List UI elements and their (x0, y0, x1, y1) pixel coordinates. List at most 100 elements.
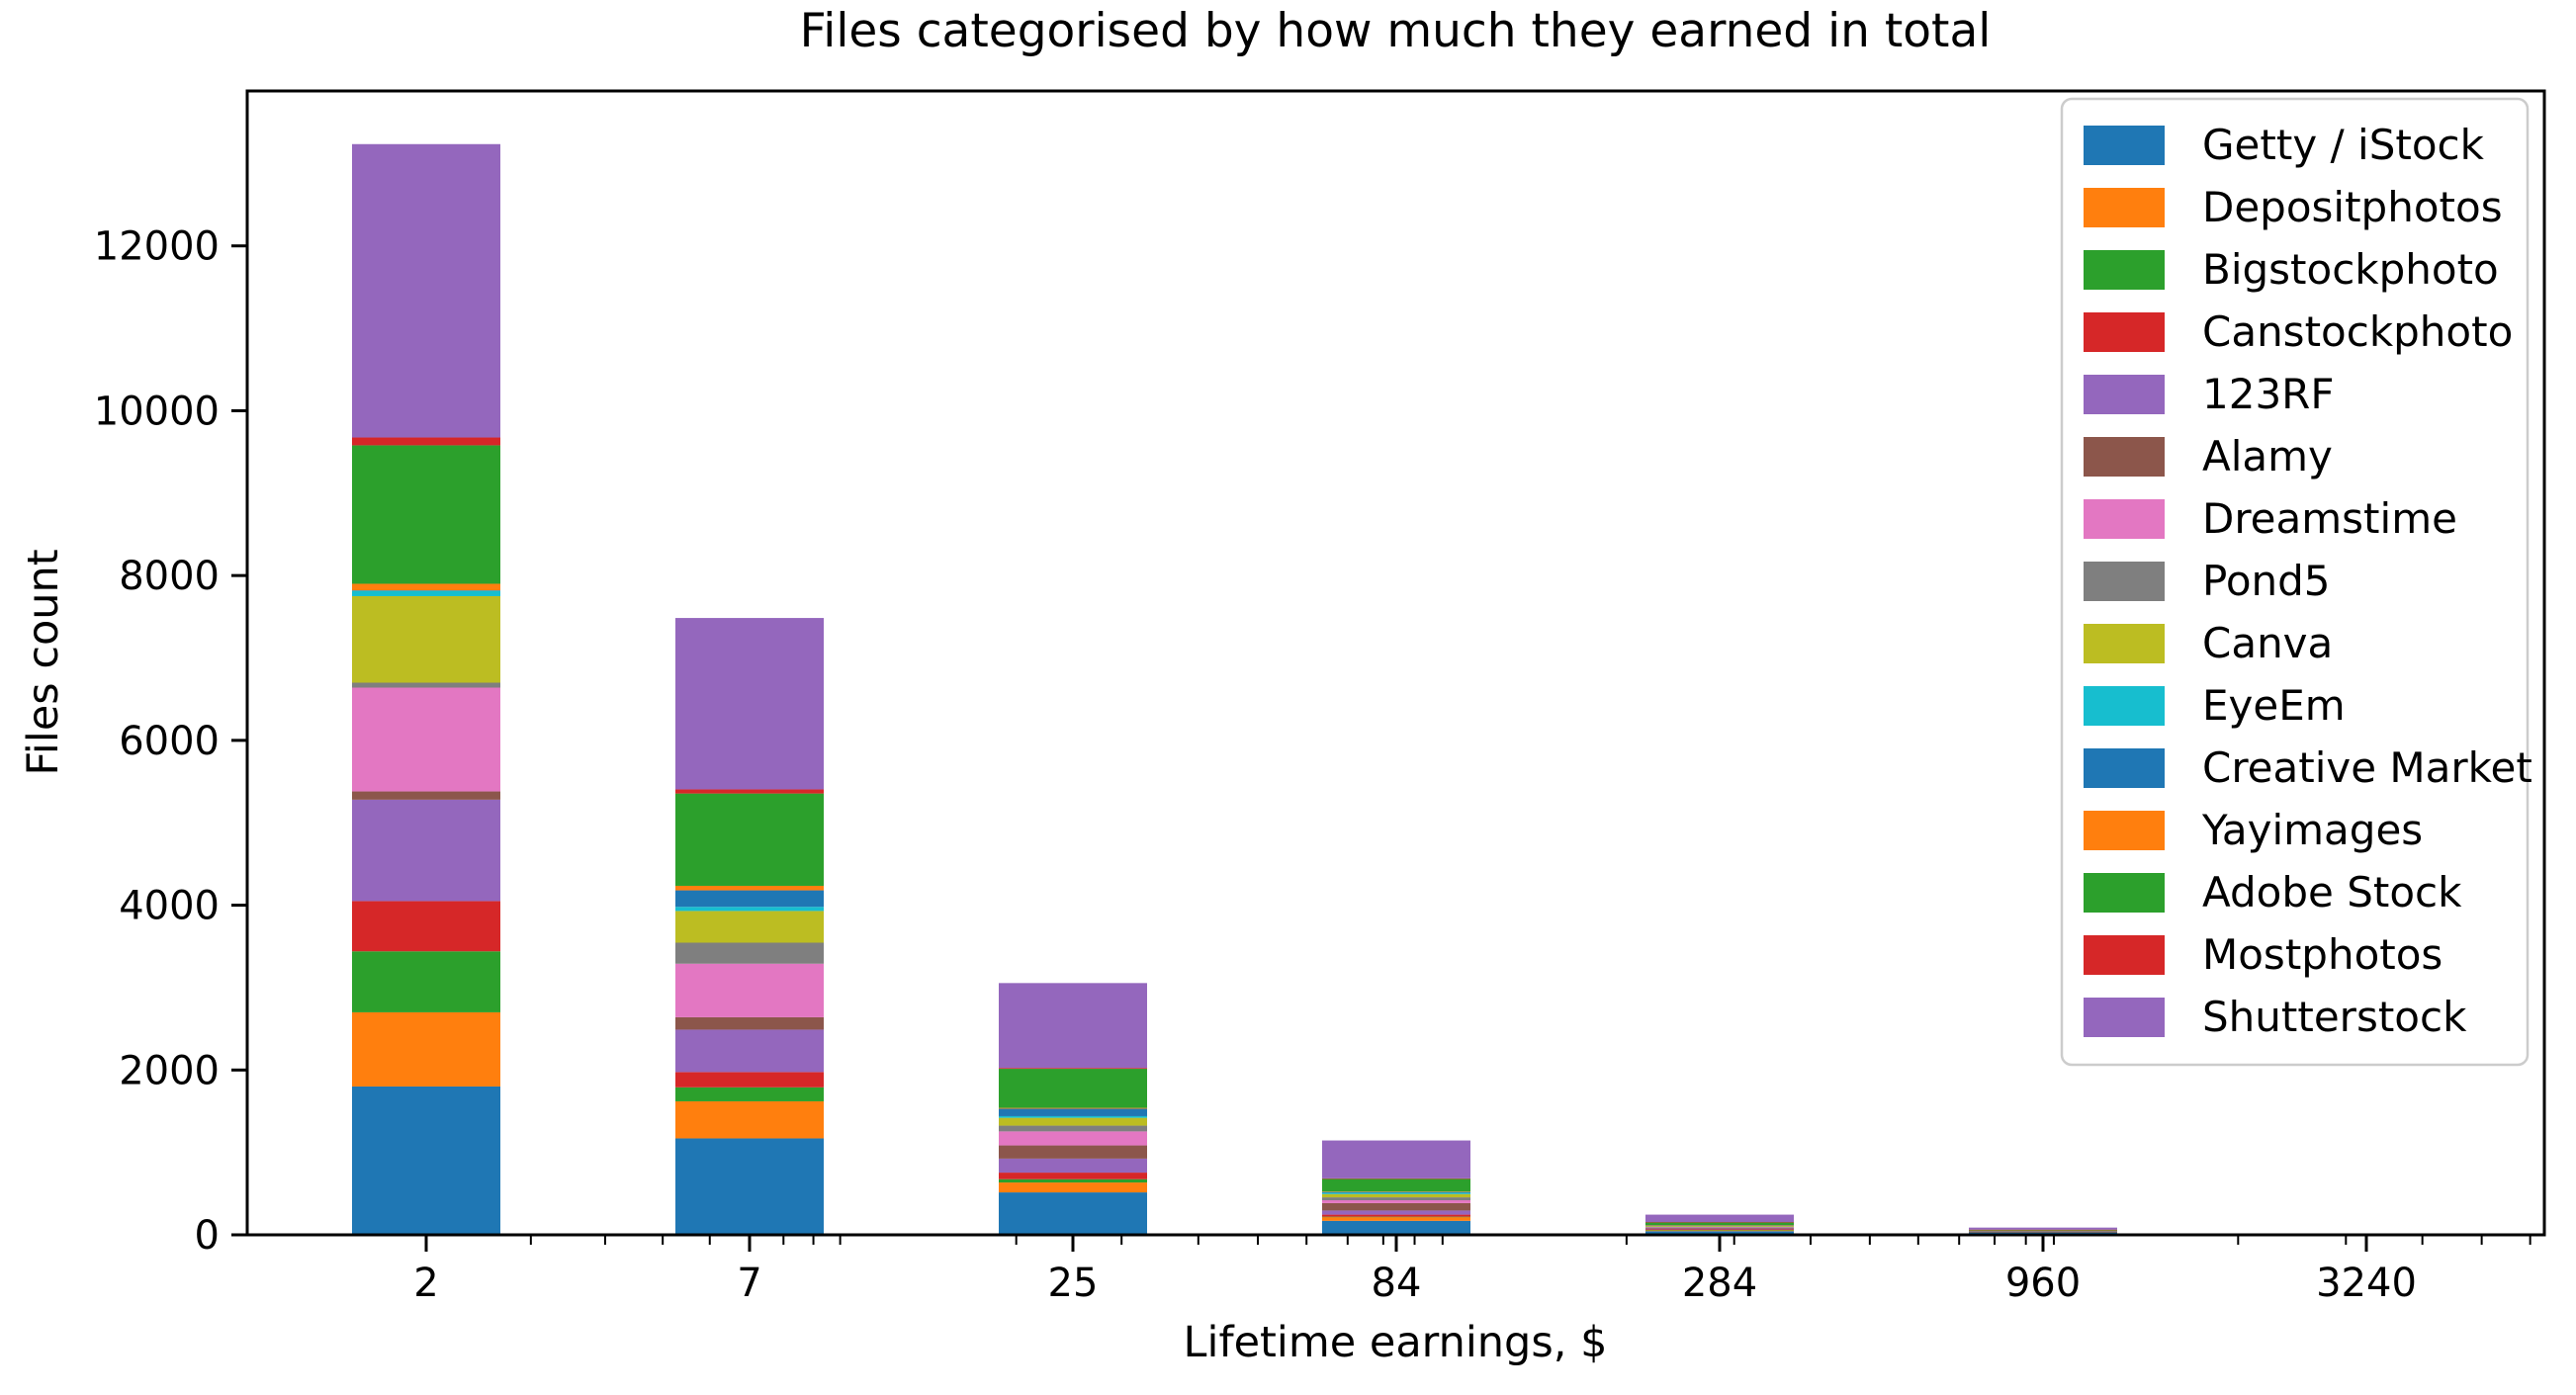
bar-segment-pond5-x25 (999, 1125, 1147, 1132)
bar-segment-shutterstock-x7 (675, 618, 824, 790)
legend-swatch-creative-market (2084, 748, 2165, 788)
bar-segment-yayimages-x7 (675, 885, 824, 891)
bar-segment-depositphotos-x2 (352, 1011, 500, 1087)
bar-segment-yayimages-x960 (1969, 1230, 2117, 1232)
x-tick-label: 84 (1372, 1261, 1422, 1306)
bar-segment-alamy-x25 (999, 1145, 1147, 1159)
bar-segment-creative-market-x7 (675, 890, 824, 908)
bar-segment-mostphotos-x284 (1645, 1222, 1794, 1223)
legend-label-getty-istock: Getty / iStock (2202, 121, 2485, 169)
legend-swatch-adobe-stock (2084, 873, 2165, 913)
legend-swatch-123rf (2084, 375, 2165, 414)
bar-segment-depositphotos-x25 (999, 1182, 1147, 1193)
legend-swatch-getty-istock (2084, 126, 2165, 165)
bar-segment-eyeem-x25 (999, 1115, 1147, 1118)
legend-swatch-mostphotos (2084, 935, 2165, 975)
chart-title: Files categorised by how much they earne… (800, 4, 1992, 58)
bar-segment-shutterstock-x960 (1969, 1227, 2117, 1230)
bar-segment-alamy-x2 (352, 791, 500, 800)
bar-segment-canstockphoto-x2 (352, 901, 500, 952)
bar-segment-adobe-stock-x25 (999, 1069, 1147, 1108)
axes-layer: 0 2000 4000 6000 8000 10000 12000 2 7 25 84 284 960 3… (94, 89, 2546, 1306)
bar-segment-creative-market-x2 (352, 590, 500, 591)
bar-segment-adobe-stock-x84 (1322, 1178, 1470, 1192)
bar-segment-canstockphoto-x284 (1645, 1229, 1794, 1230)
bar-segment-creative-market-x25 (999, 1108, 1147, 1116)
bar-segment-dreamstime-x284 (1645, 1227, 1794, 1228)
bar-segment-dreamstime-x7 (675, 963, 824, 1017)
bar-segment-pond5-x284 (1645, 1226, 1794, 1228)
y-tick-label: 10000 (94, 389, 220, 434)
bar-segment-canva-x284 (1645, 1225, 1794, 1227)
bar-segment-adobe-stock-x284 (1645, 1222, 1794, 1225)
bars-layer (352, 143, 2441, 1236)
bar-segment-bigstockphoto-x2 (352, 951, 500, 1012)
y-axis-label: Files count (19, 549, 68, 775)
bar-segment-pond5-x7 (675, 942, 824, 964)
legend-label-bigstockphoto: Bigstockphoto (2202, 245, 2499, 294)
legend-label-dreamstime: Dreamstime (2202, 494, 2457, 543)
bar-segment-mostphotos-x960 (1969, 1229, 2117, 1231)
bar-segment-shutterstock-x84 (1322, 1140, 1470, 1178)
legend-label-canva: Canva (2202, 619, 2333, 667)
bar-segment-getty-istock-x25 (999, 1192, 1147, 1235)
legend-swatch-alamy (2084, 437, 2165, 477)
bar-segment-bigstockphoto-x84 (1322, 1216, 1470, 1218)
bar-segment-shutterstock-x2 (352, 143, 500, 438)
bar-segment-adobe-stock-x2 (352, 445, 500, 584)
bar-segment-mostphotos-x7 (675, 789, 824, 794)
bar-segment-123rf-x2 (352, 799, 500, 902)
legend-label-eyeem: EyeEm (2202, 681, 2346, 730)
bar-segment-creative-market-x284 (1645, 1225, 1794, 1226)
x-tick-label: 960 (2005, 1261, 2081, 1306)
x-axis-label: Lifetime earnings, $ (1184, 1318, 1608, 1367)
legend-swatch-shutterstock (2084, 998, 2165, 1037)
x-tick-label: 3240 (2316, 1261, 2417, 1306)
bar-segment-123rf-x25 (999, 1158, 1147, 1174)
bar-segment-dreamstime-x2 (352, 687, 500, 792)
bar-segment-mostphotos-x25 (999, 1068, 1147, 1070)
legend-swatch-bigstockphoto (2084, 250, 2165, 290)
bar-segment-canstockphoto-x25 (999, 1173, 1147, 1179)
legend-label-pond5: Pond5 (2202, 557, 2331, 605)
legend-label-mostphotos: Mostphotos (2202, 930, 2443, 979)
bar-segment-alamy-x84 (1322, 1202, 1470, 1211)
legend-swatch-canva (2084, 624, 2165, 663)
bar-segment-depositphotos-x284 (1645, 1230, 1794, 1232)
legend-label-123rf: 123RF (2202, 370, 2335, 418)
legend-swatch-dreamstime (2084, 499, 2165, 539)
bar-segment-eyeem-x84 (1322, 1192, 1470, 1194)
legend-label-canstockphoto: Canstockphoto (2202, 307, 2513, 356)
x-tick-label: 2 (413, 1261, 438, 1306)
bar-segment-canstockphoto-x7 (675, 1072, 824, 1088)
bar-segment-getty-istock-x7 (675, 1138, 824, 1235)
bar-segment-alamy-x284 (1645, 1227, 1794, 1229)
legend-label-alamy: Alamy (2202, 432, 2333, 480)
legend-swatch-depositphotos (2084, 188, 2165, 227)
bar-segment-getty-istock-x2 (352, 1086, 500, 1235)
y-tick-label: 2000 (119, 1048, 220, 1093)
legend: Getty / iStock Depositphotos Bigstockphoto… (2060, 97, 2532, 1067)
legend-swatch-yayimages (2084, 811, 2165, 850)
bar-segment-adobe-stock-x7 (675, 793, 824, 886)
bar-segment-canva-x84 (1322, 1193, 1470, 1198)
legend-label-creative-market: Creative Market (2202, 743, 2532, 792)
bar-segment-bigstockphoto-x7 (675, 1087, 824, 1101)
bar-segment-pond5-x2 (352, 682, 500, 688)
bar-segment-yayimages-x84 (1322, 1191, 1470, 1192)
bar-segment-dreamstime-x84 (1322, 1199, 1470, 1203)
bar-segment-123rf-x7 (675, 1029, 824, 1073)
y-tick-label: 6000 (119, 719, 220, 764)
bar-segment-bigstockphoto-x284 (1645, 1229, 1794, 1231)
x-tick-label: 7 (737, 1261, 761, 1306)
bar-segment-depositphotos-x7 (675, 1100, 824, 1139)
y-tick-label: 8000 (119, 554, 220, 599)
bar-segment-creative-market-x84 (1322, 1191, 1470, 1193)
bar-segment-yayimages-x2 (352, 583, 500, 591)
bar-segment-depositphotos-x84 (1322, 1217, 1470, 1221)
x-tick-label: 284 (1682, 1261, 1757, 1306)
bar-segment-canva-x25 (999, 1117, 1147, 1126)
bar-segment-123rf-x84 (1322, 1210, 1470, 1215)
